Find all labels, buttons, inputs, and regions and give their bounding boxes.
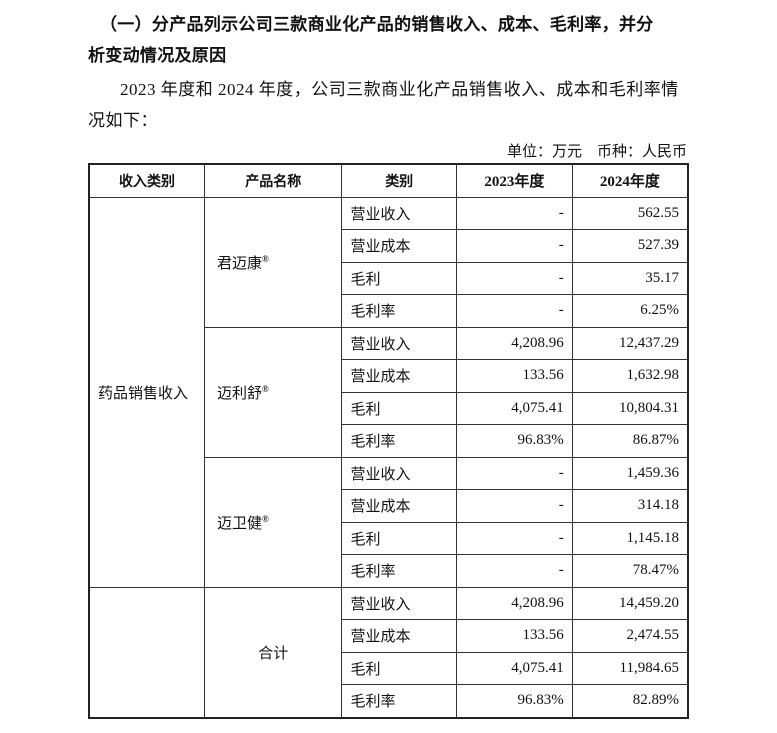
value-2024-cell: 12,437.29 xyxy=(571,326,689,360)
value-2023-cell: - xyxy=(455,489,573,523)
type-cell: 营业成本 xyxy=(341,489,457,523)
value-2023-cell: 4,208.96 xyxy=(455,586,573,620)
value-2024-cell: 86.87% xyxy=(571,424,689,458)
value-2023-cell: - xyxy=(455,456,573,490)
table-row: 营业成本 133.56 1,632.98 xyxy=(89,359,689,393)
header-2023: 2023年度 xyxy=(455,163,573,198)
product-name: 迈利舒 xyxy=(217,385,263,402)
type-cell: 营业收入 xyxy=(341,456,457,490)
table-row: 毛利 -1,145.18 xyxy=(89,521,689,555)
type-cell: 营业收入 xyxy=(341,586,457,620)
type-cell: 毛利 xyxy=(341,651,457,685)
type-cell: 营业收入 xyxy=(341,326,457,360)
product-name-cell: 合计 xyxy=(204,586,343,718)
section-heading-line1: （一）分产品列示公司三款商业化产品的销售收入、成本、毛利率，并分 xyxy=(100,15,654,35)
value-2023-cell: 4,075.41 xyxy=(455,651,573,685)
value-2023-cell: 96.83% xyxy=(455,424,573,458)
sales-table: 收入类别 产品名称 类别 2023年度 2024年度 药品销售收入 君迈康® 营业收… xyxy=(88,163,689,719)
value-2023-cell: - xyxy=(455,554,573,588)
table-row: 营业成本 -527.39 xyxy=(89,229,689,263)
table-header-row: 收入类别 产品名称 类别 2023年度 2024年度 xyxy=(88,163,689,198)
product-name: 合计 xyxy=(258,645,289,662)
value-2024-cell: 11,984.65 xyxy=(571,651,689,685)
value-2023-cell: 133.56 xyxy=(455,619,573,653)
table-row: 毛利 4,075.41 11,984.65 xyxy=(89,651,689,685)
header-category: 收入类别 xyxy=(88,163,206,198)
paragraph-line1: 2023 年度和 2024 年度，公司三款商业化产品销售收入、成本和毛利率情 xyxy=(120,80,679,99)
registered-mark: ® xyxy=(262,383,269,394)
table-row: 营业成本 -314.18 xyxy=(89,489,689,523)
value-2023-cell: - xyxy=(455,521,573,555)
product-name-cell: 迈利舒® xyxy=(204,326,343,458)
type-cell: 毛利率 xyxy=(341,294,457,328)
value-2024-cell: 2,474.55 xyxy=(571,619,689,653)
table-row: 合计 营业收入 4,208.96 14,459.20 xyxy=(88,586,689,718)
value-2024-cell: 35.17 xyxy=(571,261,689,295)
revenue-category-cell-empty xyxy=(88,586,206,718)
type-cell: 营业成本 xyxy=(341,229,457,263)
header-product: 产品名称 xyxy=(204,163,343,198)
value-2023-cell: - xyxy=(455,196,573,230)
value-2024-cell: 14,459.20 xyxy=(571,586,689,620)
revenue-category-cell: 药品销售收入 xyxy=(88,196,206,588)
paragraph-line2: 况如下： xyxy=(88,111,158,130)
value-2023-cell: - xyxy=(455,294,573,328)
type-cell: 毛利率 xyxy=(341,424,457,458)
value-2023-cell: 133.56 xyxy=(455,359,573,393)
value-2023-cell: - xyxy=(455,229,573,263)
value-2023-cell: 4,075.41 xyxy=(455,391,573,425)
registered-mark: ® xyxy=(262,253,269,264)
table-row: 迈卫健® 营业收入 -1,459.36 xyxy=(89,456,689,588)
type-cell: 毛利 xyxy=(341,261,457,295)
product-name-cell: 君迈康® xyxy=(204,196,343,328)
header-2024: 2024年度 xyxy=(571,163,689,198)
table-row: 毛利率 -78.47% xyxy=(89,554,689,588)
value-2024-cell: 314.18 xyxy=(571,489,689,523)
table-row: 药品销售收入 君迈康® 营业收入 -562.55 xyxy=(88,196,689,588)
value-2024-cell: 1,632.98 xyxy=(571,359,689,393)
table-row: 毛利率 96.83% 82.89% xyxy=(89,684,689,718)
unit-note: 单位：万元 币种：人民币 xyxy=(506,144,687,160)
section-heading-line2: 析变动情况及原因 xyxy=(88,46,227,66)
header-type: 类别 xyxy=(341,163,457,198)
value-2024-cell: 82.89% xyxy=(571,684,689,718)
type-cell: 毛利率 xyxy=(341,554,457,588)
type-cell: 毛利率 xyxy=(341,684,457,718)
type-cell: 毛利 xyxy=(341,391,457,425)
value-2024-cell: 562.55 xyxy=(571,196,689,230)
value-2024-cell: 78.47% xyxy=(571,554,689,588)
registered-mark: ® xyxy=(262,513,269,524)
type-cell: 营业成本 xyxy=(341,359,457,393)
value-2023-cell: 4,208.96 xyxy=(455,326,573,360)
value-2024-cell: 1,459.36 xyxy=(571,456,689,490)
value-2024-cell: 6.25% xyxy=(571,294,689,328)
table-row: 营业成本 133.56 2,474.55 xyxy=(89,619,689,653)
value-2024-cell: 1,145.18 xyxy=(571,521,689,555)
value-2024-cell: 527.39 xyxy=(571,229,689,263)
type-cell: 营业成本 xyxy=(341,619,457,653)
product-name-cell: 迈卫健® xyxy=(204,456,343,588)
type-cell: 毛利 xyxy=(341,521,457,555)
value-2024-cell: 10,804.31 xyxy=(571,391,689,425)
value-2023-cell: - xyxy=(455,261,573,295)
table-row: 迈利舒® 营业收入 4,208.96 12,437.29 xyxy=(89,326,689,458)
product-name: 迈卫健 xyxy=(217,515,263,532)
type-cell: 营业收入 xyxy=(341,196,457,230)
product-name: 君迈康 xyxy=(217,255,263,272)
table-row: 毛利 4,075.41 10,804.31 xyxy=(89,391,689,425)
value-2023-cell: 96.83% xyxy=(455,684,573,718)
